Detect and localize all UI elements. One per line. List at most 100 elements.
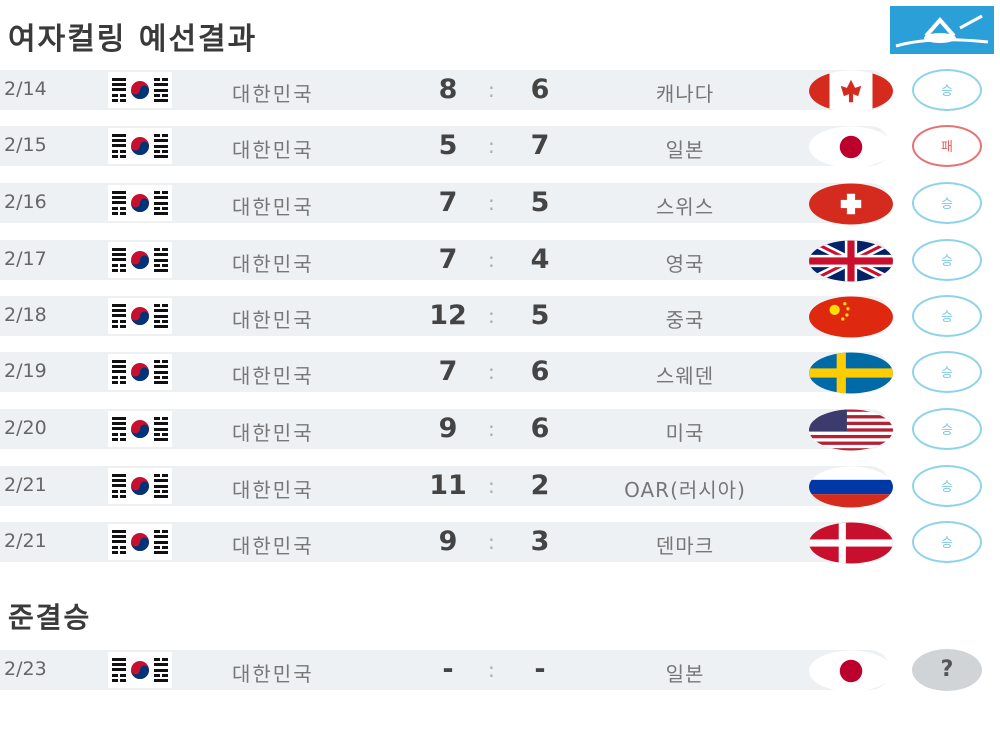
match-date: 2/20	[4, 417, 47, 439]
match-date: 2/18	[4, 304, 47, 326]
home-team: 대한민국	[232, 308, 314, 332]
score-separator: :	[488, 134, 495, 158]
away-score: 6	[530, 356, 550, 387]
home-score: 5	[438, 130, 458, 161]
match-date: 2/14	[4, 78, 47, 100]
korea-flag-icon	[108, 185, 172, 225]
match-row: 2/21 대한민국 9: 3 덴마크 승	[0, 521, 1000, 564]
opponent-team: 스위스	[655, 195, 715, 219]
result-badge: 승	[912, 408, 982, 450]
opponent-team: OAR(러시아)	[624, 478, 746, 502]
match-date: 2/16	[4, 191, 47, 213]
home-team: 대한민국	[232, 82, 314, 106]
home-score: -	[442, 654, 454, 685]
score-separator: :	[488, 360, 495, 384]
opponent-team: 중국	[665, 308, 705, 332]
match-date: 2/15	[4, 134, 47, 156]
away-score: 5	[530, 300, 550, 331]
page-title: 여자컬링 예선결과	[8, 22, 258, 57]
away-score: -	[534, 654, 546, 685]
korea-flag-icon	[108, 411, 172, 451]
score-separator: :	[488, 530, 495, 554]
korea-flag-icon	[108, 72, 172, 112]
korea-flag-icon	[108, 128, 172, 168]
away-score: 3	[530, 526, 550, 557]
home-team: 대한민국	[232, 195, 314, 219]
usa-flag-icon	[808, 408, 894, 456]
score-separator: :	[488, 417, 495, 441]
home-team: 대한민국	[232, 252, 314, 276]
korea-flag-icon	[108, 242, 172, 282]
korea-flag-icon	[108, 652, 172, 692]
opponent-team: 덴마크	[655, 534, 715, 558]
opponent-team: 캐나다	[655, 82, 715, 106]
home-team: 대한민국	[232, 662, 314, 686]
home-team: 대한민국	[232, 138, 314, 162]
sweden-flag-icon	[808, 351, 894, 399]
away-score: 6	[530, 74, 550, 105]
home-team: 대한민국	[232, 364, 314, 388]
match-row: 2/17 대한민국 7: 4 영국 승	[0, 239, 1000, 282]
result-badge: 승	[912, 521, 982, 563]
away-score: 7	[530, 130, 550, 161]
korea-flag-icon	[108, 468, 172, 508]
canada-flag-icon	[808, 69, 894, 117]
match-row: 2/15 대한민국 5: 7 일본 패	[0, 125, 1000, 168]
score-separator: :	[488, 658, 495, 682]
match-row: 2/16 대한민국 7: 5 스위스 승	[0, 182, 1000, 225]
home-score: 7	[438, 244, 458, 275]
result-badge: 패	[912, 125, 982, 167]
result-badge: ?	[912, 649, 982, 691]
opponent-team: 영국	[665, 252, 705, 276]
away-score: 2	[530, 470, 550, 501]
score-separator: :	[488, 248, 495, 272]
match-row: 2/21 대한민국 11: 2 OAR(러시아) 승	[0, 465, 1000, 508]
result-badge: 승	[912, 239, 982, 281]
home-score: 9	[438, 526, 458, 557]
result-badge: 승	[912, 182, 982, 224]
score-separator: :	[488, 304, 495, 328]
home-score: 8	[438, 74, 458, 105]
result-badge: 승	[912, 295, 982, 337]
home-score: 7	[438, 356, 458, 387]
away-score: 5	[530, 187, 550, 218]
match-date: 2/23	[4, 658, 47, 680]
korea-flag-icon	[108, 298, 172, 338]
russia-flag-icon	[808, 465, 894, 513]
match-row: 2/18 대한민국 12: 5 중국 승	[0, 295, 1000, 338]
match-row: 2/19 대한민국 7: 6 스웨덴 승	[0, 351, 1000, 394]
japan-flag-icon	[808, 125, 894, 173]
result-badge: 승	[912, 351, 982, 393]
match-row: 2/14 대한민국 8: 6 캐나다 승	[0, 69, 1000, 112]
home-score: 7	[438, 187, 458, 218]
match-date: 2/21	[4, 474, 47, 496]
semifinal-title: 준결승	[8, 601, 92, 634]
home-team: 대한민국	[232, 534, 314, 558]
result-badge: 승	[912, 69, 982, 111]
korea-flag-icon	[108, 354, 172, 394]
china-flag-icon	[808, 295, 894, 343]
result-badge: 승	[912, 465, 982, 507]
uk-flag-icon	[808, 239, 894, 287]
match-row: 2/20 대한민국 9: 6 미국 승	[0, 408, 1000, 451]
home-score: 11	[429, 470, 467, 501]
opponent-team: 스웨덴	[655, 364, 715, 388]
home-team: 대한민국	[232, 421, 314, 445]
away-score: 6	[530, 413, 550, 444]
away-score: 4	[530, 244, 550, 275]
curling-stone-logo-icon	[890, 6, 994, 54]
denmark-flag-icon	[808, 521, 894, 569]
switzerland-flag-icon	[808, 182, 894, 230]
match-date: 2/21	[4, 530, 47, 552]
score-separator: :	[488, 78, 495, 102]
match-row: 2/23 대한민국 -: - 일본?	[0, 649, 1000, 692]
match-date: 2/17	[4, 248, 47, 270]
home-score: 12	[429, 300, 467, 331]
home-score: 9	[438, 413, 458, 444]
korea-flag-icon	[108, 524, 172, 564]
score-separator: :	[488, 474, 495, 498]
match-date: 2/19	[4, 360, 47, 382]
home-team: 대한민국	[232, 478, 314, 502]
score-separator: :	[488, 191, 495, 215]
opponent-team: 일본	[665, 138, 705, 162]
